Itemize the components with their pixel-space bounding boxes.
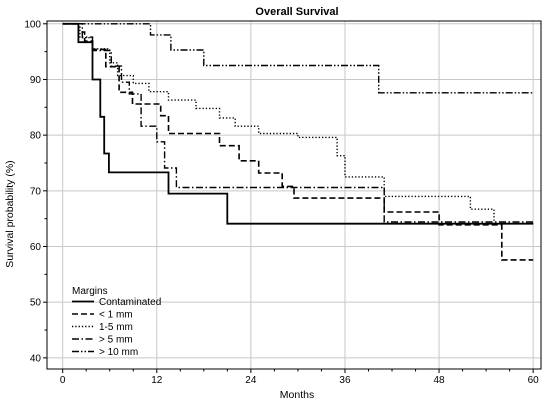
x-tick-label: 60 [528,375,540,386]
legend-label-5-mm: > 5 mm [99,335,133,346]
x-axis-ticks: 0 12 24 36 48 60 [60,369,539,386]
y-tick-label: 100 [24,19,41,30]
y-axis-label: Survival probability (%) [4,160,16,267]
grid [47,21,541,369]
y-tick-label: 50 [30,298,42,309]
legend-label-1-mm: < 1 mm [99,310,133,321]
x-tick-label: 0 [60,375,66,386]
y-tick-label: 90 [30,75,42,86]
x-tick-label: 48 [434,375,446,386]
x-tick-label: 24 [245,375,257,386]
y-tick-label: 70 [30,186,42,197]
survival-curve-contaminated [62,22,534,225]
y-tick-label: 60 [30,242,42,253]
x-axis-label: Months [280,389,314,401]
legend: Margins Contaminated < 1 mm1-5 mm > 5 mm> … [72,286,161,358]
survival-curves [62,22,534,261]
x-tick-label: 12 [151,375,163,386]
plot-frame [46,20,542,370]
survival-curve-5-mm [62,23,534,223]
legend-title: Margins [72,286,108,297]
survival-curve-10-mm [62,23,534,94]
legend-label-1-5-mm: 1-5 mm [99,322,133,333]
y-tick-label: 80 [30,131,42,142]
legend-label-contaminated: Contaminated [99,297,161,308]
survival-curve-1-5-mm [62,23,534,225]
chart-title: Overall Survival [255,6,338,18]
y-tick-label: 40 [30,353,42,364]
y-axis-ticks: 40 50 60 70 80 90 100 [24,19,47,364]
legend-label-10-mm: > 10 mm [99,347,138,358]
x-tick-label: 36 [339,375,351,386]
